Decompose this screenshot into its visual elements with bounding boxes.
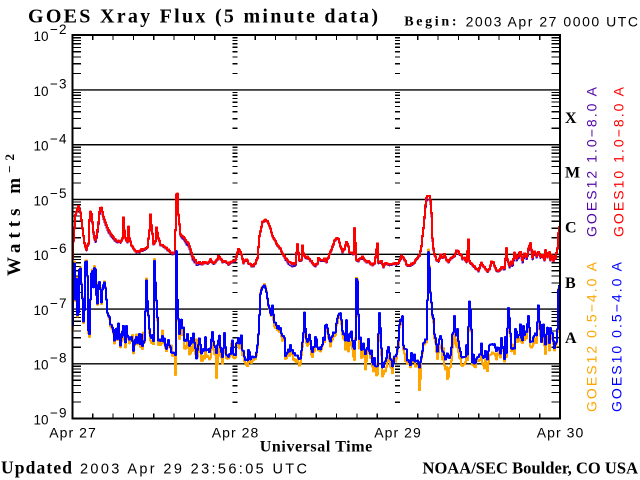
svg-text:10: 10 — [34, 193, 49, 208]
svg-text:−2: −2 — [50, 22, 67, 37]
svg-text:Watts m−2: Watts m−2 — [2, 154, 25, 276]
svg-text:NOAA/SEC Boulder, CO USA: NOAA/SEC Boulder, CO USA — [423, 458, 639, 477]
svg-text:2003 Apr 29 23:56:05 UTC: 2003 Apr 29 23:56:05 UTC — [80, 461, 307, 477]
svg-text:10: 10 — [34, 413, 49, 428]
svg-text:−3: −3 — [50, 77, 67, 92]
svg-text:Apr 30: Apr 30 — [537, 425, 584, 441]
svg-text:Apr 27: Apr 27 — [49, 425, 96, 441]
svg-text:Universal Time: Universal Time — [260, 439, 373, 456]
svg-text:−4: −4 — [50, 131, 67, 146]
svg-text:10: 10 — [34, 84, 49, 99]
svg-text:Apr 28: Apr 28 — [212, 425, 259, 441]
svg-text:2003 Apr 27 0000 UTC: 2003 Apr 27 0000 UTC — [466, 13, 638, 29]
svg-text:M: M — [565, 165, 580, 182]
svg-text:X: X — [565, 110, 577, 127]
svg-text:10: 10 — [34, 248, 49, 263]
svg-text:−8: −8 — [50, 351, 67, 366]
svg-text:Begin:: Begin: — [404, 14, 456, 29]
svg-text:GOES10 1.0−8.0 A: GOES10 1.0−8.0 A — [611, 86, 627, 237]
svg-text:C: C — [565, 219, 577, 236]
svg-text:10: 10 — [34, 358, 49, 373]
svg-text:GOES12 1.0−8.0 A: GOES12 1.0−8.0 A — [584, 86, 600, 237]
svg-text:A: A — [565, 330, 577, 347]
svg-text:−9: −9 — [50, 405, 67, 420]
svg-text:10: 10 — [34, 139, 49, 154]
svg-text:−7: −7 — [50, 296, 67, 311]
svg-text:GOES10 0.5−4.0 A: GOES10 0.5−4.0 A — [609, 261, 625, 412]
svg-text:−6: −6 — [50, 241, 67, 256]
svg-text:B: B — [565, 275, 576, 292]
svg-text:Apr 29: Apr 29 — [374, 425, 421, 441]
svg-text:10: 10 — [34, 303, 49, 318]
svg-text:−5: −5 — [50, 186, 67, 201]
svg-text:10: 10 — [34, 29, 49, 44]
svg-text:GOES12 0.5−4.0 A: GOES12 0.5−4.0 A — [584, 261, 600, 412]
svg-text:GOES Xray Flux (5 minute data): GOES Xray Flux (5 minute data) — [28, 5, 378, 27]
svg-text:Updated: Updated — [1, 457, 72, 477]
